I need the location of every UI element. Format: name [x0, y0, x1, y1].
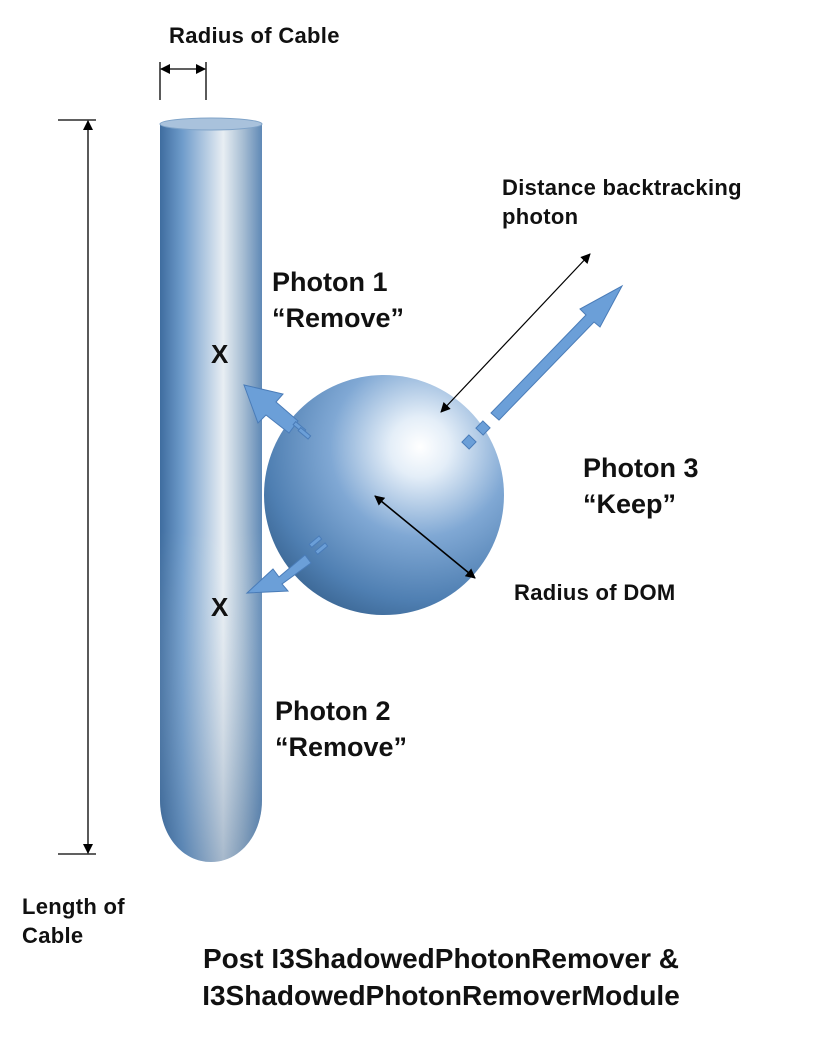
length-of-cable-line1: Length of [22, 894, 125, 919]
radius-of-cable-label: Radius of Cable [169, 23, 340, 48]
caption-line2: I3ShadowedPhotonRemoverModule [202, 980, 680, 1011]
photon2-hit-mark: X [211, 592, 229, 622]
photon1-title: Photon 1 [272, 267, 388, 297]
photon2-label: Photon 2 “Remove” [275, 693, 407, 765]
photon3-arrow [461, 284, 624, 450]
distance-backtracking-arrow [440, 253, 591, 413]
length-of-cable-line2: Cable [22, 923, 84, 948]
photon2-title: Photon 2 [275, 696, 391, 726]
photon2-arrow [245, 535, 329, 594]
cable [159, 117, 263, 862]
photon2-status: “Remove” [275, 732, 408, 762]
photon3-status: “Keep” [583, 489, 677, 519]
distance-backtracking-line1: Distance backtracking [502, 175, 742, 200]
caption-line1: Post I3ShadowedPhotonRemover & [202, 943, 680, 974]
radius-of-dom-label: Radius of DOM [514, 580, 676, 605]
figure-caption: Post I3ShadowedPhotonRemover & I3Shadowe… [108, 940, 774, 1014]
photon1-arrow [243, 384, 312, 440]
length-of-cable-label: Length of Cable [22, 892, 125, 950]
radius-of-dom-arrow [374, 495, 476, 579]
radius-of-cable-dimension [159, 62, 207, 100]
photon1-status: “Remove” [272, 303, 405, 333]
length-of-cable-dimension [58, 119, 96, 855]
distance-backtracking-label: Distance backtracking photon [502, 173, 742, 231]
photon1-label: Photon 1 “Remove” [272, 264, 404, 336]
dom-sphere [264, 375, 504, 615]
photon1-hit-mark: X [211, 339, 229, 369]
photon3-label: Photon 3 “Keep” [583, 450, 699, 522]
distance-backtracking-line2: photon [502, 204, 579, 229]
photon3-title: Photon 3 [583, 453, 699, 483]
